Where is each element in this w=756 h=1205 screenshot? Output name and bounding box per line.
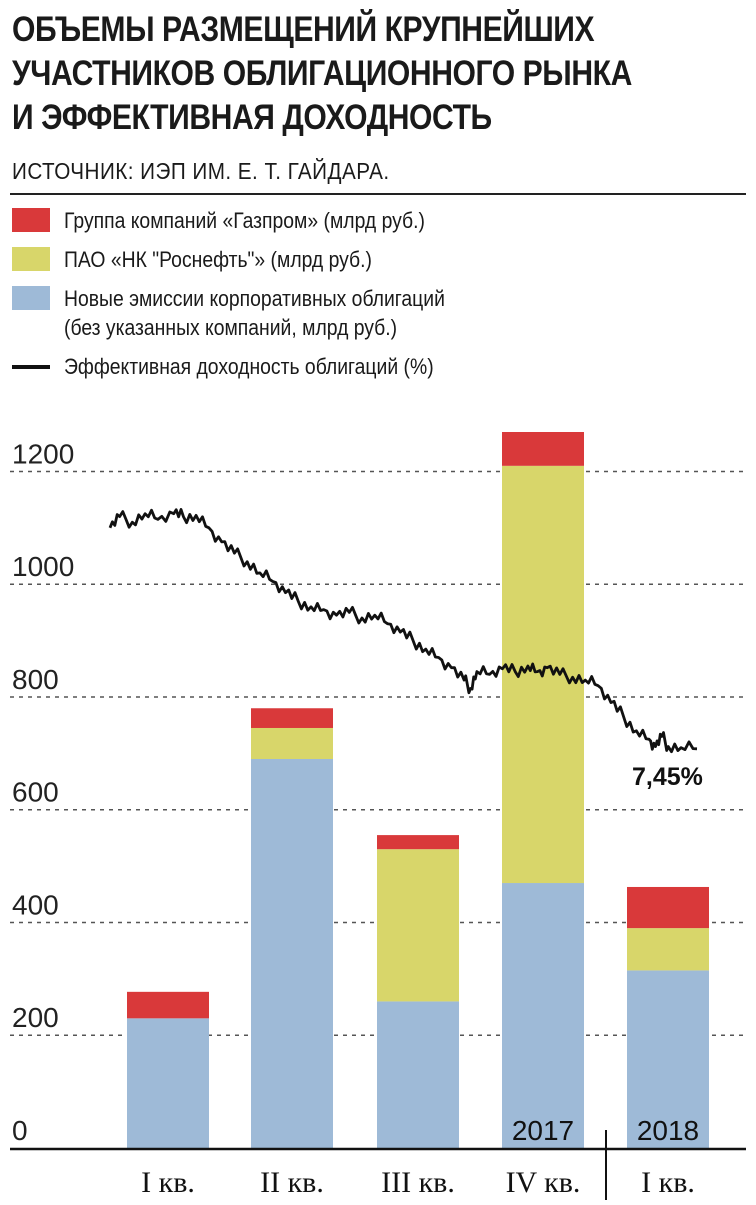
category-label-2: II кв. — [260, 1166, 324, 1199]
y-tick-label-400: 400 — [12, 889, 59, 920]
bar-gazprom-5 — [627, 886, 709, 929]
category-label-4: IV кв. — [506, 1166, 581, 1199]
legend-label-other-line2: (без указанных компаний, млрд руб.) — [64, 315, 398, 340]
y-tick-label-800: 800 — [12, 664, 59, 695]
title-line-2: УЧАСТНИКОВ ОБЛИГАЦИОННОГО РЫНКА — [12, 54, 632, 93]
bar-other-1 — [127, 1018, 209, 1148]
bar-other-4 — [502, 883, 584, 1148]
category-label-3: III кв. — [381, 1166, 455, 1199]
divider — [10, 193, 746, 195]
legend-label-other-line1: Новые эмиссии корпоративных облигаций — [64, 286, 445, 311]
y-tick-label-200: 200 — [12, 1002, 59, 1033]
legend-label-rosneft: ПАО «НК "Роснефть"» (млрд руб.) — [64, 247, 372, 272]
y-tick-label-1000: 1000 — [12, 551, 74, 582]
legend-item-yield: Эффективная доходность облигаций (%) — [12, 352, 742, 381]
legend-item-other: Новые эмиссии корпоративных облигаций (б… — [12, 284, 742, 342]
bar-rosneft-2 — [251, 727, 333, 759]
legend: Группа компаний «Газпром» (млрд руб.) ПА… — [12, 206, 742, 391]
legend-swatch-other — [12, 286, 50, 310]
title-line-1: ОБЪЕМЫ РАЗМЕЩЕНИЙ КРУПНЕЙШИХ — [12, 10, 595, 49]
yield-end-label: 7,45% — [632, 763, 703, 791]
bar-gazprom-4 — [502, 432, 584, 466]
bar-gazprom-3 — [377, 835, 459, 850]
legend-item-gazprom: Группа компаний «Газпром» (млрд руб.) — [12, 206, 742, 235]
source-note: ИСТОЧНИК: ИЭП ИМ. Е. Т. ГАЙДАРА. — [12, 158, 390, 184]
y-tick-label-1200: 1200 — [12, 438, 74, 469]
legend-swatch-gazprom — [12, 208, 50, 232]
bar-gazprom-2 — [251, 708, 333, 728]
legend-label-other: Новые эмиссии корпоративных облигаций (б… — [64, 284, 445, 342]
bar-gazprom-1 — [127, 991, 209, 1019]
bar-other-2 — [251, 758, 333, 1148]
yield-line — [108, 508, 698, 754]
legend-item-rosneft: ПАО «НК "Роснефть"» (млрд руб.) — [12, 245, 742, 274]
legend-swatch-rosneft — [12, 247, 50, 271]
y-tick-label-0: 0 — [12, 1115, 28, 1146]
year-label-2017: 2017 — [512, 1115, 574, 1146]
legend-label-yield: Эффективная доходность облигаций (%) — [64, 354, 434, 379]
legend-line-yield — [12, 365, 50, 369]
y-tick-label-600: 600 — [12, 777, 59, 808]
bar-rosneft-5 — [627, 928, 709, 971]
chart-title: ОБЪЕМЫ РАЗМЕЩЕНИЙ КРУПНЕЙШИХ УЧАСТНИКОВ … — [12, 8, 640, 140]
bar-rosneft-3 — [377, 849, 459, 1002]
bar-other-5 — [627, 970, 709, 1148]
title-line-3: И ЭФФЕКТИВНАЯ ДОХОДНОСТЬ — [12, 98, 492, 137]
category-label-5: I кв. — [641, 1166, 695, 1199]
legend-label-gazprom: Группа компаний «Газпром» (млрд руб.) — [64, 208, 425, 233]
bar-other-3 — [377, 1001, 459, 1148]
year-label-2018: 2018 — [637, 1115, 699, 1146]
category-label-1: I кв. — [141, 1166, 195, 1199]
